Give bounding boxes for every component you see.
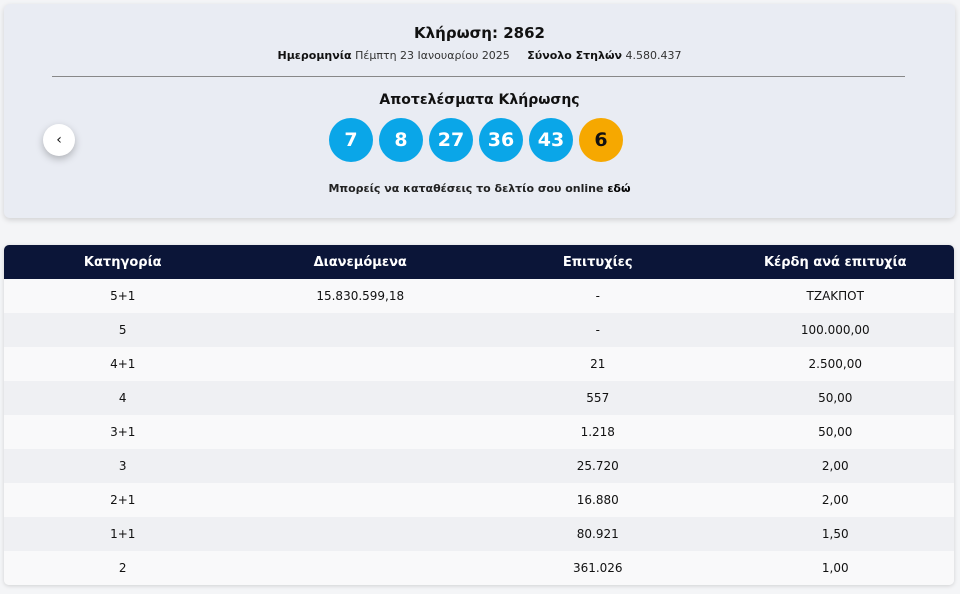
results-title: Αποτελέσματα Κλήρωσης	[379, 92, 580, 108]
cell: 16.880	[576, 493, 619, 507]
cell: 4+1	[110, 357, 136, 371]
ball: 7	[329, 118, 373, 162]
date-label: Ημερομηνία	[277, 49, 352, 62]
balls: 7 8 27 36 43 6	[329, 118, 623, 162]
cell: 2,00	[821, 459, 849, 473]
header-cell: Κατηγορία	[83, 254, 162, 270]
cell: 1,00	[821, 561, 849, 575]
cell: 3	[118, 459, 127, 473]
table-header: Κατηγορία Διανεμόμενα Επιτυχίες Κέρδη ανά ε…	[4, 245, 954, 279]
cell: 2+1	[110, 493, 136, 507]
cell: ΤΖΑΚΠΟΤ	[806, 289, 864, 303]
columns: 4.580.437	[625, 49, 682, 62]
cell: 50,00	[818, 425, 853, 439]
cell: 5	[118, 323, 127, 337]
header-cell: Επιτυχίες	[562, 254, 633, 270]
cell: 2.500,00	[808, 357, 862, 371]
cta-link[interactable]: εδώ	[607, 182, 631, 195]
table-row: 4 557 50,00	[4, 381, 954, 415]
ball: 43	[529, 118, 573, 162]
cell: 361.026	[572, 561, 623, 575]
table-row: 2 361.026 1,00	[4, 551, 954, 585]
draw-title: Κλήρωση: 2862	[414, 24, 545, 42]
cta-text: Μπορείς να καταθέσεις το δελτίο σου onli…	[328, 182, 604, 195]
table-row: 1+1 80.921 1,50	[4, 517, 954, 551]
draw-card: Κλήρωση: 2862 Ημερομηνία Πέμπτη 23 Ιανου…	[4, 4, 955, 218]
header-cell: Διανεμόμενα	[313, 254, 407, 270]
table-row: 3+1 1.218 50,00	[4, 415, 954, 449]
header-cell: Κέρδη ανά επιτυχία	[763, 254, 907, 270]
cell: 2	[118, 561, 127, 575]
table-row: 3 25.720 2,00	[4, 449, 954, 483]
table-row: 4+1 21 2.500,00	[4, 347, 954, 381]
table-row: 2+1 16.880 2,00	[4, 483, 954, 517]
cell: 2,00	[821, 493, 849, 507]
date: Πέμπτη 23 Ιανουαρίου 2025	[355, 49, 510, 62]
cell: 50,00	[818, 391, 853, 405]
cell: 25.720	[576, 459, 619, 473]
cell: 4	[118, 391, 127, 405]
cell: 1+1	[110, 527, 136, 541]
cell: 80.921	[576, 527, 619, 541]
cell: 3+1	[110, 425, 136, 439]
divider	[52, 76, 905, 77]
ball: 36	[479, 118, 523, 162]
cell: 15.830.599,18	[316, 289, 405, 303]
cell: 5+1	[110, 289, 136, 303]
cta: Μπορείς να καταθέσεις το δελτίο σου onli…	[4, 182, 955, 195]
cell: 557	[586, 391, 610, 405]
cell: 21	[590, 357, 606, 371]
columns-label: Σύνολο Στηλών	[527, 49, 623, 62]
joker-ball: 6	[579, 118, 623, 162]
draw-meta: Ημερομηνία Πέμπτη 23 Ιανουαρίου 2025 Σύν…	[4, 49, 955, 62]
ball: 8	[379, 118, 423, 162]
cell: -	[595, 289, 600, 303]
cell: 100.000,00	[800, 323, 870, 337]
cell: 1,50	[821, 527, 849, 541]
back-button[interactable]: ‹	[43, 124, 75, 156]
ball: 27	[429, 118, 473, 162]
cell: -	[595, 323, 600, 337]
cell: 1.218	[580, 425, 615, 439]
table-row: 5 - 100.000,00	[4, 313, 954, 347]
table-row: 5+1 15.830.599,18 - ΤΖΑΚΠΟΤ	[4, 279, 954, 313]
results-table: Κατηγορία Διανεμόμενα Επιτυχίες Κέρδη ανά ε…	[4, 245, 954, 585]
